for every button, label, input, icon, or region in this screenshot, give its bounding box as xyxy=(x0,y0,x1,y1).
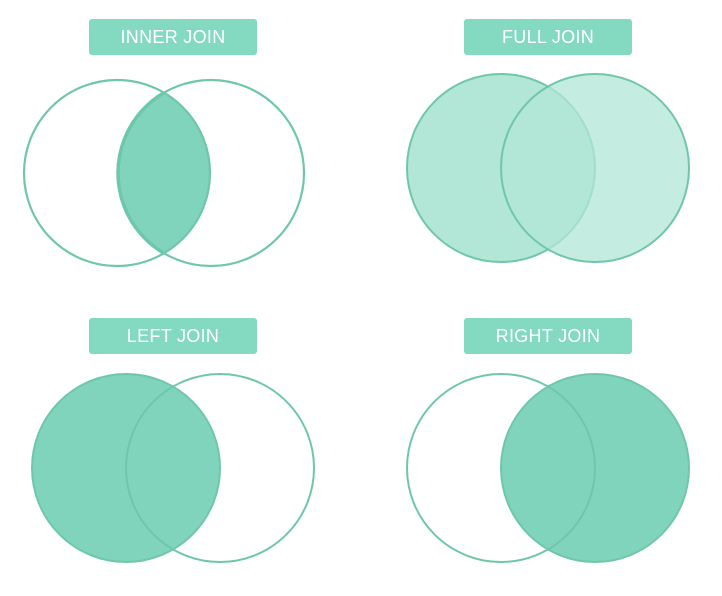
left-join-right-circle xyxy=(125,373,315,563)
full-join-right-circle xyxy=(500,73,690,263)
inner-join-intersection xyxy=(118,80,210,266)
inner-join-label: INNER JOIN xyxy=(89,19,257,55)
full-join-diagram xyxy=(406,73,690,263)
inner-join-diagram xyxy=(22,78,306,268)
left-join-label: LEFT JOIN xyxy=(89,318,257,354)
full-join-label: FULL JOIN xyxy=(464,19,632,55)
right-join-label: RIGHT JOIN xyxy=(464,318,632,354)
right-join-left-circle xyxy=(406,373,596,563)
right-join-diagram xyxy=(406,373,690,563)
left-join-diagram xyxy=(31,373,315,563)
inner-join-left-circle xyxy=(22,78,212,268)
